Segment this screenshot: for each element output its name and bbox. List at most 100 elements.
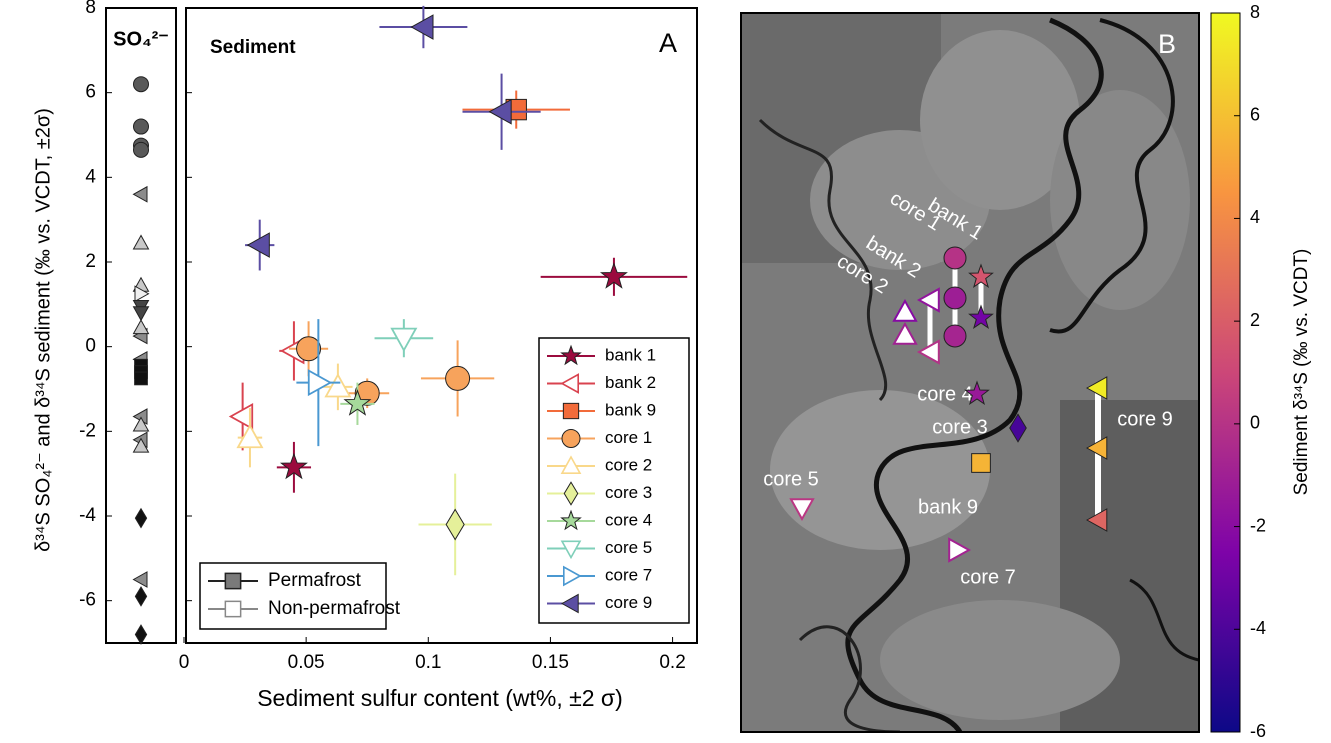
map-marker [968,263,994,288]
map-marker [916,339,940,365]
legend-label: core 9 [605,593,652,612]
colorbar-label: Sediment δ³⁴S (‰ vs. VCDT) [1291,249,1312,496]
colorbar-tick-label: 4 [1250,207,1260,227]
strip-marker [133,118,149,135]
map-label: core 3 [932,416,988,438]
y-tick-label: 2 [85,251,96,272]
point [296,336,322,362]
point [228,402,254,431]
x-tick-label: 0.2 [659,652,685,673]
map-marker [1009,413,1027,443]
x-axis-label: Sediment sulfur content (wt%, ±2 σ) [257,685,623,711]
map-label: core 9 [1117,408,1173,430]
map-label: core 7 [960,566,1016,588]
y-tick-label: 8 [85,0,96,18]
legend-label: bank 1 [605,345,656,364]
strip-marker [133,76,149,93]
strip-marker [134,624,148,645]
point [343,389,372,416]
x-tick-label: 0.1 [415,652,441,673]
map-marker [1085,376,1108,400]
colorbar-tick-label: -6 [1250,721,1266,741]
point [246,232,270,258]
strip-marker [134,285,150,303]
legend2-label: Non-permafrost [268,598,401,619]
map-marker [892,298,918,322]
y-tick-label: -6 [79,590,96,611]
point [445,508,465,541]
legend2-marker [224,600,242,618]
map-marker [943,324,967,348]
y-tick-label: -2 [79,420,96,441]
point [410,14,434,40]
x-tick-label: 0.15 [532,652,569,673]
legend-label: bank 2 [605,373,656,392]
legend-marker [560,509,582,531]
colorbar-tick-label: -4 [1250,618,1266,638]
plot-frame [185,7,698,644]
legend-label: core 3 [605,483,652,502]
legend-marker [561,429,581,448]
legend2-marker [224,572,242,590]
x-tick-label: 0.05 [288,652,325,673]
colorbar-tick-label: 6 [1250,104,1260,124]
strip-marker [134,586,148,607]
point [307,369,333,397]
point [390,327,418,353]
legend-marker [562,565,582,587]
x-tick-label: 0 [179,652,190,673]
map-marker [971,453,991,473]
legend-label: core 2 [605,455,652,474]
map-marker [1085,436,1108,460]
panel-label: B [1158,29,1176,59]
strip-marker [132,416,150,432]
point [488,98,512,125]
map-marker [943,246,967,270]
strip-title: SO₄²⁻ [113,28,169,50]
legend-marker [563,481,579,506]
legend-label: core 1 [605,428,652,447]
point [599,262,628,289]
point [236,423,264,449]
legend-marker [560,344,582,366]
map-marker [1085,508,1108,532]
legend-label: core 5 [605,538,652,557]
strip-marker [134,507,148,529]
map-marker [964,380,990,405]
map-image [741,13,1199,732]
point [324,373,352,398]
legend-label: core 4 [605,510,652,529]
map-marker [943,286,967,310]
legend2-label: Permafrost [268,570,362,591]
point [445,365,471,391]
colorbar-tick-label: 2 [1250,310,1260,330]
strip-marker [134,371,148,386]
colorbar [1210,12,1241,733]
legend-marker [560,373,580,394]
map-label: core 5 [763,468,819,490]
strip-marker [132,437,150,453]
strip-marker [132,185,148,203]
legend-label: core 7 [605,565,652,584]
map-marker [916,287,940,313]
legend-marker [560,540,582,560]
map-label: bank 9 [918,496,978,518]
point [279,452,308,480]
y-tick-label: 4 [85,166,96,187]
strip-marker [132,319,150,335]
legend-marker [560,593,579,614]
strip-marker [132,234,150,250]
y-tick-label: -4 [79,505,96,526]
strip-marker [132,306,150,322]
y-tick-label: 0 [85,336,96,357]
strip-marker [133,141,149,158]
colorbar-tick-label: 0 [1250,413,1260,433]
map-label: core 4 [917,383,973,405]
map-frame [740,12,1200,733]
strip-marker [132,571,148,588]
legend-marker [560,455,582,475]
y-tick-label: 6 [85,82,96,103]
map-marker [948,537,972,563]
map-marker [968,304,994,329]
